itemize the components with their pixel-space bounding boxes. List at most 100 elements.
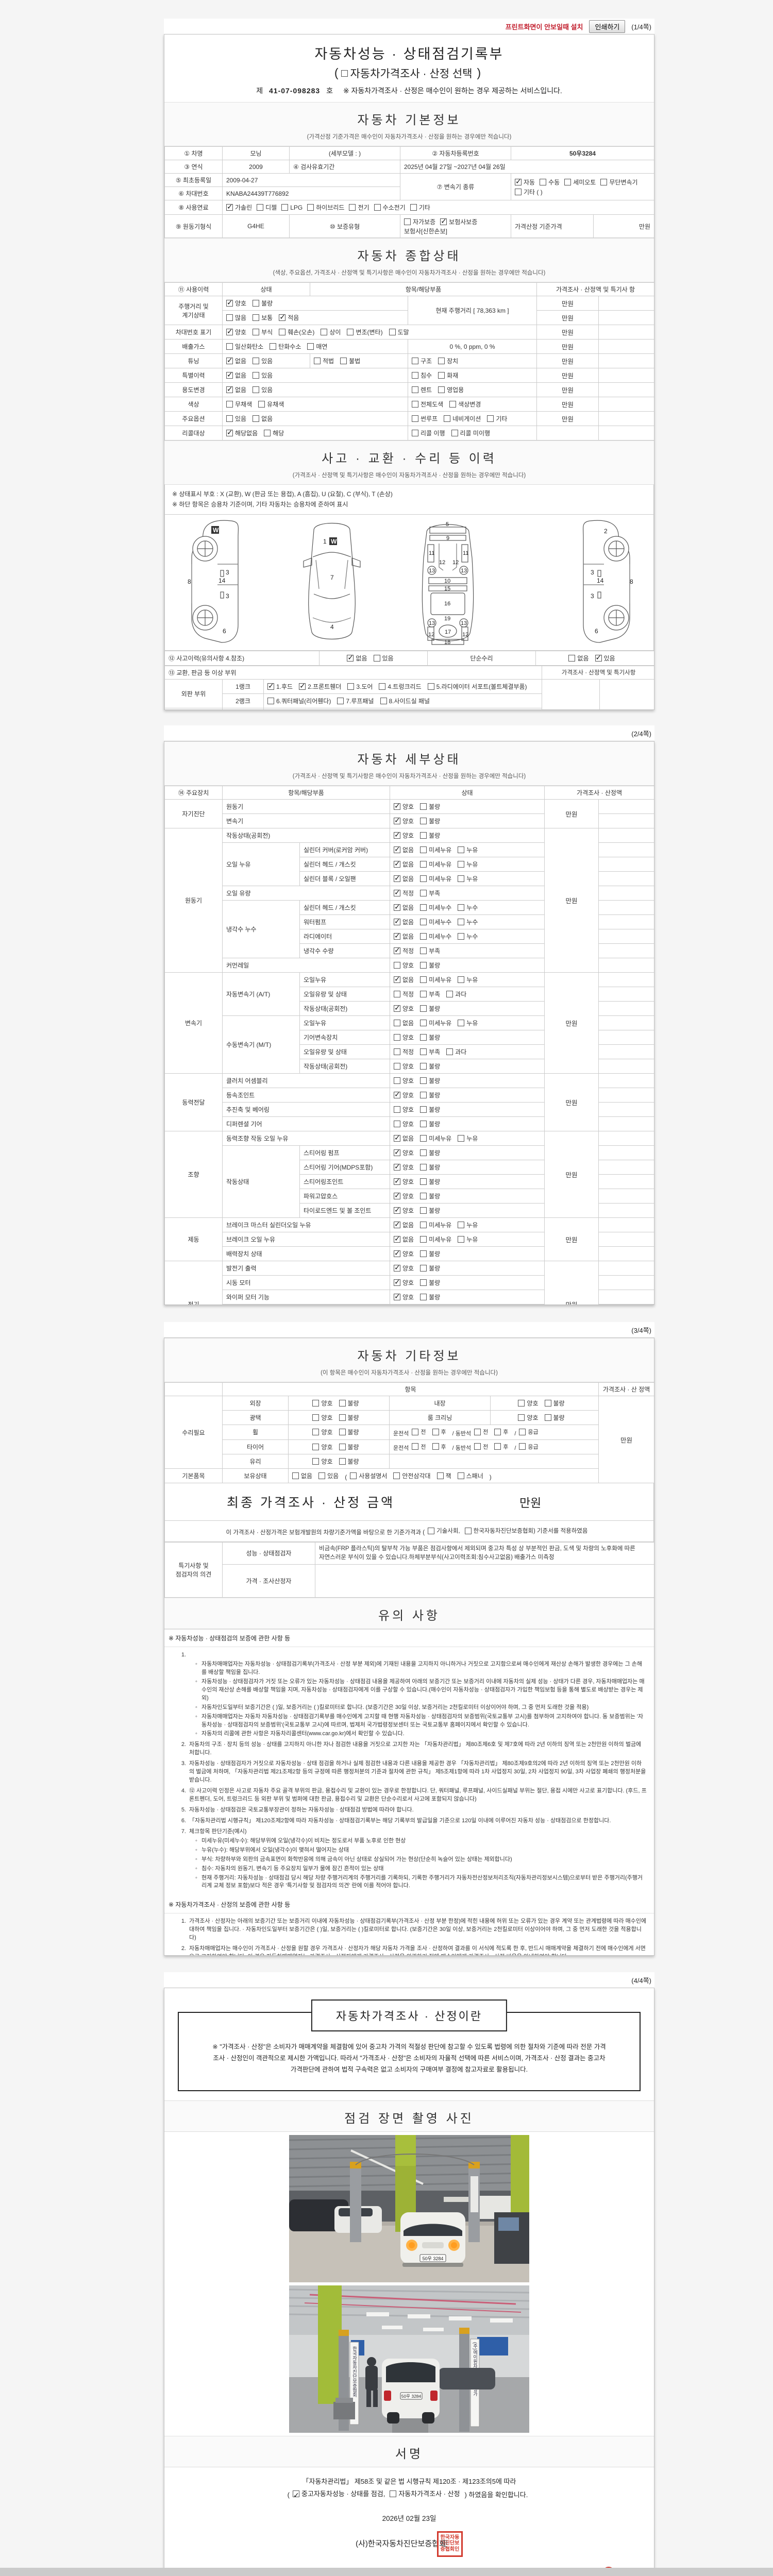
checkbox-option[interactable]: 누수 xyxy=(458,903,478,912)
unchecked-checkbox-icon[interactable] xyxy=(519,1428,526,1435)
checkbox-option[interactable]: 누유 xyxy=(458,1221,478,1229)
checked-checkbox-icon[interactable] xyxy=(394,1177,401,1185)
unchecked-checkbox-icon[interactable] xyxy=(337,697,344,704)
checkbox-option[interactable]: 없음 xyxy=(568,654,589,663)
checkbox-option[interactable]: 불량 xyxy=(253,299,273,308)
unchecked-checkbox-icon[interactable] xyxy=(312,1443,320,1450)
unchecked-checkbox-icon[interactable] xyxy=(226,343,233,350)
unchecked-checkbox-icon[interactable] xyxy=(373,654,380,662)
checked-checkbox-icon[interactable] xyxy=(595,653,602,662)
checked-checkbox-icon[interactable] xyxy=(267,682,274,690)
unchecked-checkbox-icon[interactable] xyxy=(458,846,465,853)
checkbox-option[interactable]: 보험사보증 xyxy=(440,217,477,226)
checkbox-option[interactable]: 양호 xyxy=(226,298,246,308)
unchecked-checkbox-icon[interactable] xyxy=(394,1020,401,1026)
checkbox-option[interactable]: 부족 xyxy=(420,1047,440,1056)
checked-checkbox-icon[interactable] xyxy=(293,2489,300,2502)
unchecked-checkbox-icon[interactable] xyxy=(347,683,355,690)
unchecked-checkbox-icon[interactable] xyxy=(446,991,453,997)
unchecked-checkbox-icon[interactable] xyxy=(458,933,465,940)
checkbox-option[interactable]: 누유 xyxy=(458,860,478,869)
unchecked-checkbox-icon[interactable] xyxy=(420,803,427,810)
checked-checkbox-icon[interactable] xyxy=(226,356,233,365)
unchecked-checkbox-icon[interactable] xyxy=(264,430,271,436)
unchecked-checkbox-icon[interactable] xyxy=(464,1527,472,1534)
checked-checkbox-icon[interactable] xyxy=(226,298,233,307)
print-button[interactable]: 인쇄하기 xyxy=(589,20,626,33)
checkbox-option[interactable]: 부족 xyxy=(420,889,440,897)
unchecked-checkbox-icon[interactable] xyxy=(350,1472,357,1479)
checked-checkbox-icon[interactable] xyxy=(394,845,401,854)
checkbox-option[interactable]: 불량 xyxy=(420,1120,440,1128)
checkbox-option[interactable]: 없음 xyxy=(253,414,273,423)
unchecked-checkbox-icon[interactable] xyxy=(420,904,427,911)
unchecked-checkbox-icon[interactable] xyxy=(339,1429,346,1436)
checkbox-option[interactable]: 기술사회, xyxy=(428,1527,460,1535)
unchecked-checkbox-icon[interactable] xyxy=(451,430,458,436)
checkbox-option[interactable]: 수동 xyxy=(540,178,560,187)
checkbox-option[interactable]: 불량 xyxy=(339,1443,359,1451)
unchecked-checkbox-icon[interactable] xyxy=(420,1250,427,1257)
unchecked-checkbox-icon[interactable] xyxy=(339,1400,346,1406)
unchecked-checkbox-icon[interactable] xyxy=(226,314,233,321)
unchecked-checkbox-icon[interactable] xyxy=(568,654,576,662)
checkbox-option[interactable]: 불량 xyxy=(420,1004,440,1013)
checkbox-option[interactable]: 불량 xyxy=(420,1192,440,1200)
checked-checkbox-icon[interactable] xyxy=(394,917,401,926)
unchecked-checkbox-icon[interactable] xyxy=(432,1443,439,1450)
unchecked-checkbox-icon[interactable] xyxy=(253,314,260,321)
unchecked-checkbox-icon[interactable] xyxy=(420,962,427,969)
checkbox-option[interactable]: 6.쿼터패널(리어휀다) xyxy=(267,697,331,705)
checkbox-option[interactable]: 불량 xyxy=(420,1264,440,1273)
unchecked-checkbox-icon[interactable] xyxy=(394,991,401,997)
checkbox-option[interactable]: 없음 xyxy=(292,1471,312,1480)
unchecked-checkbox-icon[interactable] xyxy=(436,1472,444,1479)
checkbox-option[interactable]: 양호 xyxy=(394,961,414,970)
unchecked-checkbox-icon[interactable] xyxy=(253,372,260,379)
checkbox-option[interactable]: 3.도어 xyxy=(347,682,373,691)
unchecked-checkbox-icon[interactable] xyxy=(379,683,386,690)
checkbox-option[interactable]: 8.사이드실 패널 xyxy=(380,697,430,705)
checkbox-option[interactable]: 세미오토 xyxy=(564,178,596,187)
unchecked-checkbox-icon[interactable] xyxy=(438,386,445,393)
unchecked-checkbox-icon[interactable] xyxy=(600,178,608,185)
unchecked-checkbox-icon[interactable] xyxy=(390,2490,397,2498)
unchecked-checkbox-icon[interactable] xyxy=(253,358,260,364)
unchecked-checkbox-icon[interactable] xyxy=(420,1034,427,1041)
unchecked-checkbox-icon[interactable] xyxy=(281,204,289,211)
checkbox-option[interactable]: 양호 xyxy=(394,1105,414,1114)
checkbox-option[interactable]: 없음 xyxy=(347,653,367,663)
unchecked-checkbox-icon[interactable] xyxy=(494,1443,501,1450)
checked-checkbox-icon[interactable] xyxy=(394,1133,401,1142)
unchecked-checkbox-icon[interactable] xyxy=(515,188,522,195)
checkbox-option[interactable]: 불량 xyxy=(339,1428,359,1436)
checkbox-option[interactable]: 불량 xyxy=(420,1105,440,1114)
checkbox-option[interactable]: 있음 xyxy=(595,653,615,663)
unchecked-checkbox-icon[interactable] xyxy=(420,1020,427,1026)
unchecked-checkbox-icon[interactable] xyxy=(420,1005,427,1012)
checkbox-option[interactable]: 과다 xyxy=(446,1047,466,1056)
checkbox-option[interactable]: 후 xyxy=(432,1443,446,1451)
unchecked-checkbox-icon[interactable] xyxy=(420,875,427,882)
print-install-hint[interactable]: 프린트화면이 안보일때 설치 xyxy=(505,23,583,31)
checked-checkbox-icon[interactable] xyxy=(394,975,401,984)
checkbox-option[interactable]: 적정 xyxy=(394,1047,414,1056)
unchecked-checkbox-icon[interactable] xyxy=(420,1164,427,1171)
unchecked-checkbox-icon[interactable] xyxy=(394,1063,401,1070)
checkbox-option[interactable]: 네비게이션 xyxy=(444,414,481,423)
checkbox-option[interactable]: 후 xyxy=(494,1443,508,1451)
checkbox-option[interactable]: 양호 xyxy=(312,1443,333,1451)
checkbox-option[interactable]: 불량 xyxy=(420,1148,440,1157)
checkbox-option[interactable]: 양호 xyxy=(394,1090,414,1099)
unchecked-checkbox-icon[interactable] xyxy=(518,1414,525,1421)
unchecked-checkbox-icon[interactable] xyxy=(420,1077,427,1084)
checked-checkbox-icon[interactable] xyxy=(226,385,233,394)
checked-checkbox-icon[interactable] xyxy=(394,1278,401,1286)
unchecked-checkbox-icon[interactable] xyxy=(321,329,328,335)
unchecked-checkbox-icon[interactable] xyxy=(420,1265,427,1272)
checkbox-option[interactable]: 부식 xyxy=(253,328,273,336)
checkbox-option[interactable]: 미세누수 xyxy=(420,918,451,926)
checkbox-option[interactable]: 자가보증 xyxy=(404,217,435,226)
unchecked-checkbox-icon[interactable] xyxy=(257,204,264,211)
unchecked-checkbox-icon[interactable] xyxy=(349,204,356,211)
